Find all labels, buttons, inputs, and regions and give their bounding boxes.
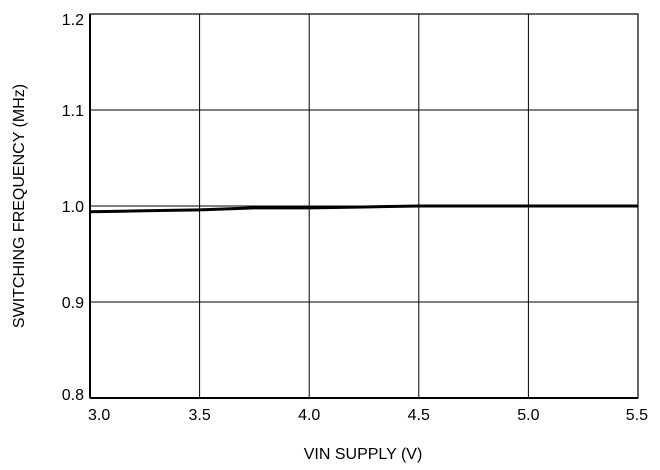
x-tick-label: 3.5 bbox=[188, 407, 210, 424]
x-tick-label: 5.5 bbox=[626, 407, 648, 424]
x-tick-label: 5.0 bbox=[517, 407, 539, 424]
y-tick-label: 0.8 bbox=[62, 387, 84, 404]
y-tick-label: 1.1 bbox=[62, 103, 84, 120]
y-axis-label: SWITCHING FREQUENCY (MHz) bbox=[11, 84, 28, 328]
x-tick-label: 4.0 bbox=[298, 407, 320, 424]
x-tick-label: 4.5 bbox=[408, 407, 430, 424]
series-line bbox=[89, 204, 638, 214]
y-tick-label: 1.0 bbox=[62, 199, 84, 216]
y-tick-label: 0.9 bbox=[62, 295, 84, 312]
y-tick-labels: 0.8 0.9 1.0 1.1 1.2 bbox=[62, 12, 84, 404]
x-tick-labels: 3.0 3.5 4.0 4.5 5.0 5.5 bbox=[88, 407, 648, 424]
plot-frame bbox=[89, 13, 639, 399]
y-tick-label: 1.2 bbox=[62, 12, 84, 29]
x-tick-label: 3.0 bbox=[88, 407, 110, 424]
x-axis-label: VIN SUPPLY (V) bbox=[304, 446, 423, 463]
series-group bbox=[89, 204, 638, 214]
